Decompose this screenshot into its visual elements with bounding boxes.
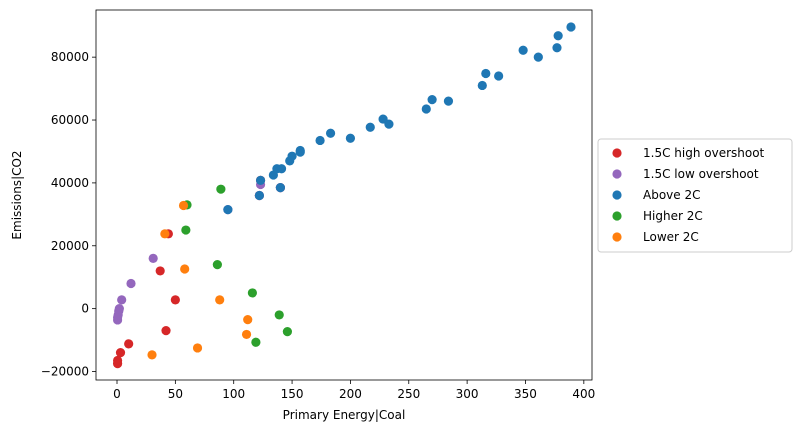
data-point: [533, 52, 543, 62]
data-point: [243, 315, 253, 325]
legend-box: [597, 138, 793, 253]
x-tick-label: 400: [572, 387, 595, 401]
data-point: [155, 266, 165, 276]
data-point: [115, 348, 126, 358]
data-point: [126, 278, 136, 289]
y-tick-label: 0: [81, 302, 89, 316]
data-points: [112, 22, 576, 369]
data-point: [384, 119, 394, 129]
legend-label: 1.5C high overshoot: [643, 146, 765, 160]
data-point: [192, 343, 203, 353]
data-point: [114, 304, 124, 314]
data-point: [223, 205, 233, 215]
data-point: [421, 104, 431, 114]
data-point: [477, 80, 487, 91]
data-point: [427, 94, 437, 105]
y-axis-label: Emissions|CO2: [10, 150, 24, 239]
data-point: [276, 164, 287, 174]
data-point: [275, 183, 285, 193]
data-point: [251, 337, 261, 347]
y-tick-label: 80000: [51, 50, 89, 64]
data-point: [518, 45, 528, 55]
data-point: [494, 71, 504, 81]
legend-marker: [612, 211, 622, 221]
data-point: [212, 260, 222, 270]
data-point: [282, 326, 292, 337]
data-point: [112, 355, 123, 366]
data-point: [148, 253, 158, 263]
data-point: [566, 22, 576, 32]
data-point: [181, 225, 191, 235]
data-point: [170, 295, 180, 305]
x-tick-label: 150: [281, 387, 304, 401]
data-point: [255, 175, 266, 185]
data-point: [254, 190, 264, 201]
data-point: [216, 184, 226, 194]
data-point: [315, 135, 325, 146]
legend-label: 1.5C low overshoot: [643, 167, 759, 181]
data-point: [178, 200, 189, 211]
x-tick-label: 200: [339, 387, 362, 401]
x-axis-ticks: 0 50 100 150 200 250 300 350 400: [113, 380, 595, 401]
legend-marker: [612, 169, 622, 179]
data-point: [147, 350, 157, 360]
plot-frame: [95, 9, 593, 381]
x-tick-label: 300: [456, 387, 479, 401]
data-point: [247, 288, 257, 298]
data-point: [274, 310, 284, 320]
data-point: [443, 96, 454, 106]
y-tick-label: 40000: [51, 176, 89, 190]
data-point: [325, 128, 336, 138]
legend-marker: [612, 190, 622, 200]
data-point: [124, 339, 134, 349]
x-tick-label: 250: [397, 387, 420, 401]
y-tick-label: 60000: [51, 113, 89, 127]
data-point: [345, 133, 356, 143]
data-point: [117, 295, 127, 305]
legend-label: Above 2C: [643, 188, 700, 202]
legend-label: Higher 2C: [643, 209, 703, 223]
data-point: [241, 329, 252, 340]
data-point: [161, 326, 171, 336]
data-point: [552, 43, 562, 53]
x-tick-label: 0: [113, 387, 121, 401]
x-axis-label: Primary Energy|Coal: [283, 408, 406, 422]
x-tick-label: 350: [514, 387, 537, 401]
data-point: [215, 295, 225, 305]
data-point: [180, 264, 190, 274]
legend-marker: [612, 232, 622, 242]
y-axis-ticks: −20000 0 20000 40000 60000 80000: [41, 50, 96, 379]
x-tick-label: 50: [168, 387, 183, 401]
x-tick-label: 100: [222, 387, 245, 401]
data-point: [160, 229, 170, 239]
data-point: [481, 68, 491, 79]
legend-marker: [612, 148, 622, 158]
data-point: [553, 31, 563, 41]
y-tick-label: 20000: [51, 239, 89, 253]
data-point: [287, 151, 297, 161]
legend: 1.5C high overshoot 1.5C low overshoot Abo…: [597, 138, 793, 253]
data-point: [295, 145, 305, 156]
legend-label: Lower 2C: [643, 230, 699, 244]
y-tick-label: −20000: [41, 365, 89, 379]
data-point: [365, 122, 375, 132]
